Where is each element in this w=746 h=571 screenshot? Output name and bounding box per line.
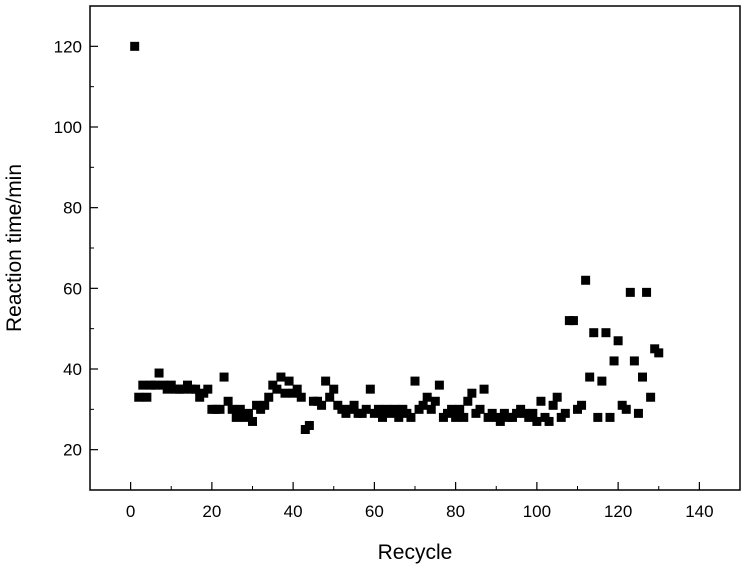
data-point	[633, 408, 643, 418]
data-point	[536, 396, 546, 406]
x-axis-title: Recycle	[378, 541, 453, 564]
x-tick-label: 120	[604, 502, 632, 521]
data-point	[463, 396, 473, 406]
data-point	[585, 372, 595, 382]
data-point	[589, 328, 599, 338]
data-point	[479, 384, 489, 394]
data-point	[552, 392, 562, 402]
data-point	[597, 376, 607, 386]
data-point	[642, 287, 652, 297]
data-point	[447, 404, 457, 414]
data-point	[390, 404, 400, 414]
data-point	[426, 404, 436, 414]
data-point	[434, 380, 444, 390]
x-tick-label: 20	[202, 502, 221, 521]
data-point	[349, 400, 359, 410]
data-point	[593, 412, 603, 422]
data-point	[227, 404, 237, 414]
data-point	[373, 404, 383, 414]
data-point	[410, 376, 420, 386]
x-tick-label: 0	[126, 502, 135, 521]
data-point	[203, 384, 213, 394]
x-tick-label: 40	[284, 502, 303, 521]
data-point	[646, 392, 656, 402]
data-point	[317, 400, 327, 410]
data-point	[422, 392, 432, 402]
data-point	[264, 392, 274, 402]
y-tick-label: 20	[63, 441, 82, 460]
y-axis-ticks: 20 40 60 80 100 120	[54, 37, 98, 460]
data-point	[451, 412, 461, 422]
data-point	[629, 356, 639, 366]
data-point	[495, 416, 505, 426]
data-point	[378, 412, 387, 422]
data-point	[638, 372, 647, 382]
data-point	[304, 420, 314, 430]
data-point	[142, 392, 152, 402]
data-points	[130, 41, 664, 434]
data-point	[235, 404, 245, 414]
data-point	[467, 388, 477, 398]
data-point	[475, 404, 485, 414]
data-point	[528, 408, 538, 418]
data-point	[329, 384, 339, 394]
data-point	[280, 388, 290, 398]
data-point	[609, 356, 619, 366]
data-point	[223, 396, 233, 406]
data-point	[365, 384, 375, 394]
x-axis-ticks: 0 20 40 60 80 100 120 140	[126, 482, 741, 521]
data-point	[231, 412, 241, 422]
data-point	[544, 416, 554, 426]
data-point	[560, 408, 570, 418]
y-tick-label: 80	[63, 199, 82, 218]
data-point	[292, 384, 302, 394]
data-point	[260, 400, 270, 410]
data-point	[581, 275, 591, 285]
y-axis-title: Reaction time/min	[3, 164, 26, 332]
data-point	[654, 348, 664, 358]
data-point	[272, 384, 282, 394]
x-tick-label: 60	[365, 502, 384, 521]
data-point	[191, 384, 201, 394]
data-point	[321, 376, 331, 386]
data-point	[605, 412, 615, 422]
x-tick-label: 140	[685, 502, 713, 521]
x-tick-label: 100	[523, 502, 551, 521]
data-point	[138, 380, 148, 390]
data-point	[276, 372, 286, 382]
data-point	[455, 404, 465, 414]
data-point	[568, 316, 578, 326]
data-point	[601, 328, 611, 338]
data-point	[154, 368, 164, 378]
data-point	[325, 392, 335, 402]
x-tick-label: 80	[446, 502, 465, 521]
data-point	[406, 412, 416, 422]
data-point	[577, 400, 587, 410]
data-point	[134, 392, 144, 402]
data-point	[243, 408, 253, 418]
data-point	[532, 416, 542, 426]
data-point	[130, 41, 140, 51]
data-point	[418, 400, 428, 410]
y-tick-label: 60	[63, 279, 82, 298]
data-point	[394, 412, 404, 422]
y-tick-label: 120	[54, 37, 82, 56]
data-point	[625, 287, 635, 297]
data-point	[430, 396, 440, 406]
data-point	[613, 336, 623, 346]
data-point	[361, 404, 371, 414]
y-tick-label: 100	[54, 118, 82, 137]
data-point	[459, 412, 469, 422]
data-point	[284, 376, 294, 386]
data-point	[296, 392, 306, 402]
data-point	[621, 404, 631, 414]
data-point	[548, 400, 558, 410]
data-point	[150, 380, 160, 390]
data-point	[248, 416, 257, 426]
data-point	[215, 404, 225, 414]
y-tick-label: 40	[63, 360, 82, 379]
data-point	[219, 372, 229, 382]
